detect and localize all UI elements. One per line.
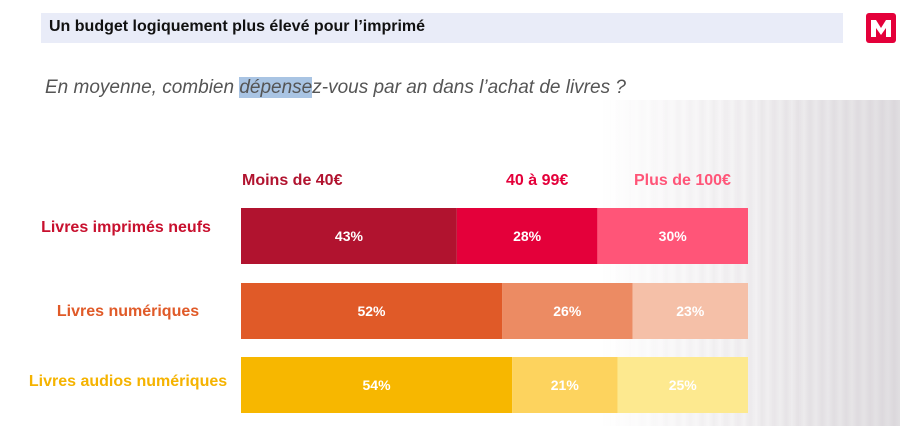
- column-header-low: Moins de 40€: [242, 172, 343, 189]
- data-label-row3-mid: 21%: [551, 377, 580, 393]
- bar-segment-row3-high: [617, 357, 748, 413]
- brand-logo-icon: [866, 13, 896, 43]
- bar-segment-row2-high: [632, 283, 748, 339]
- bar-segment-row1-high: [597, 208, 748, 264]
- bar-segment-row2-low: [241, 283, 503, 339]
- page-title: Un budget logiquement plus élevé pour l’…: [49, 18, 426, 35]
- data-label-row2-high: 23%: [676, 303, 705, 319]
- data-label-row2-mid: 26%: [553, 303, 582, 319]
- row-label-audios: Livres audios numériques: [28, 373, 228, 390]
- bar-segment-row1-mid: [456, 208, 598, 264]
- column-header-high: Plus de 100€: [634, 172, 731, 189]
- data-label-row1-mid: 28%: [513, 228, 542, 244]
- bar-segment-row1-low: [241, 208, 457, 264]
- row-label-numeriques: Livres numériques: [56, 303, 200, 320]
- question-part-1: En moyenne, combien: [45, 77, 240, 98]
- data-label-row1-high: 30%: [659, 228, 688, 244]
- bar-segment-row2-mid: [502, 283, 633, 339]
- data-label-row2-low: 52%: [357, 303, 386, 319]
- data-label-row3-high: 25%: [669, 377, 698, 393]
- survey-question: En moyenne, combien dépensez-vous par an…: [45, 77, 626, 99]
- question-part-2: z-vous par an dans l’achat de livres ?: [312, 77, 626, 98]
- row-label-imprimes: Livres imprimés neufs: [41, 219, 211, 236]
- title-bar: [41, 13, 843, 43]
- column-header-mid: 40 à 99€: [506, 172, 569, 189]
- data-label-row1-low: 43%: [335, 228, 364, 244]
- question-highlight: dépense: [239, 77, 313, 98]
- bar-segment-row3-mid: [512, 357, 618, 413]
- bar-segment-row3-low: [241, 357, 513, 413]
- data-label-row3-low: 54%: [363, 377, 392, 393]
